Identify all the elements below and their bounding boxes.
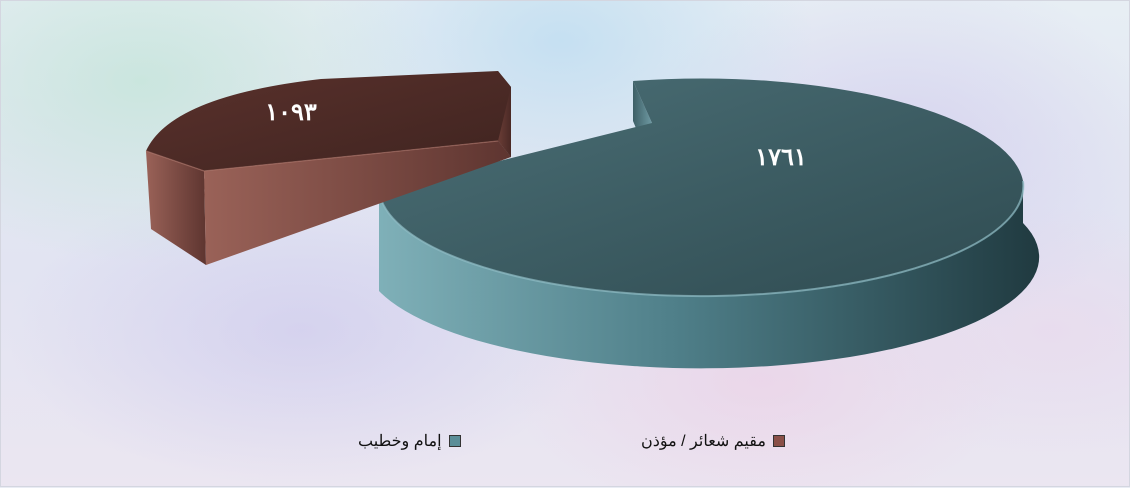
data-label-muezzin: ١٠٩٣: [265, 97, 317, 126]
legend-swatch-imam: [448, 435, 461, 447]
pie-slice-muezzin: [145, 71, 511, 265]
legend-item-muezzin: مقيم شعائر / مؤذن: [641, 431, 785, 451]
legend-item-imam: إمام وخطيب: [358, 431, 461, 451]
chart-legend: مقيم شعائر / مؤذن إمام وخطيب: [1, 431, 1129, 455]
legend-label-muezzin: مقيم شعائر / مؤذن: [641, 433, 766, 450]
pie-slice-imam: [378, 78, 1040, 369]
data-label-imam: ١٧٦١: [755, 142, 807, 171]
legend-swatch-muezzin: [772, 435, 785, 447]
legend-label-imam: إمام وخطيب: [358, 433, 442, 450]
